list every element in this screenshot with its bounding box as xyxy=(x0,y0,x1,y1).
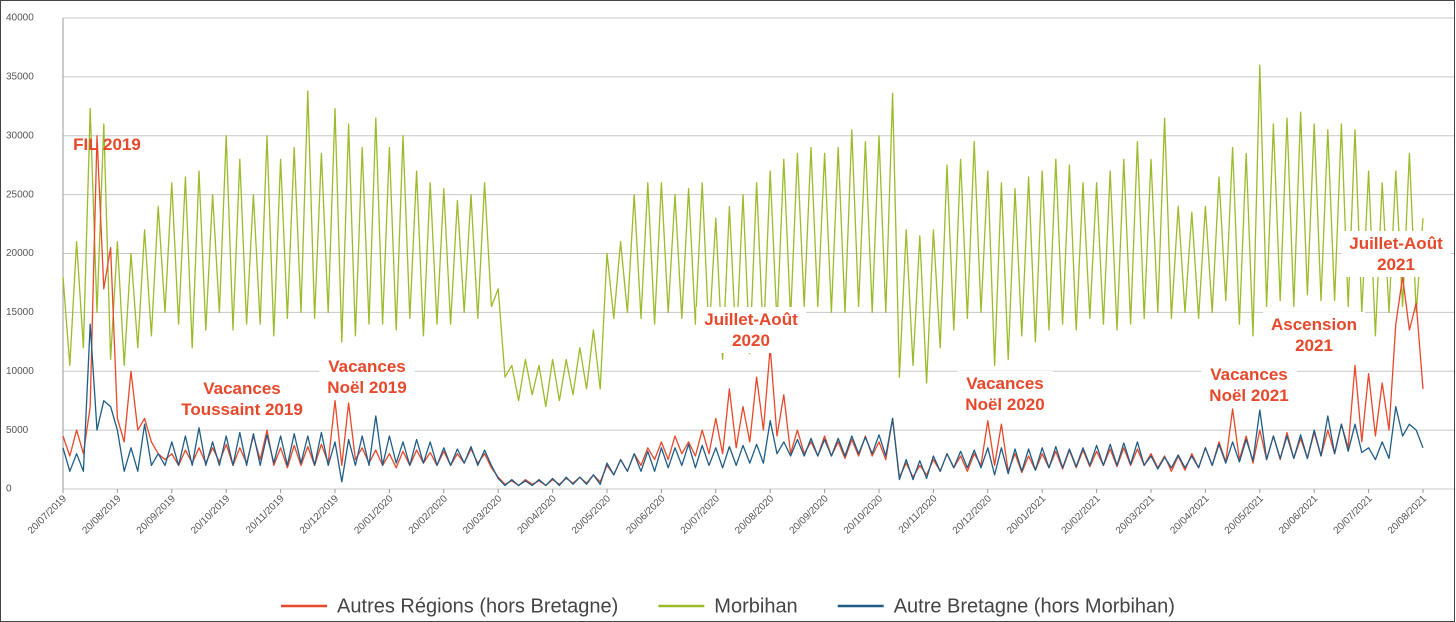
annotation-box xyxy=(173,376,311,422)
annotation-box xyxy=(1341,231,1452,277)
annotation-box xyxy=(1201,362,1297,408)
annotation-text: Ascension xyxy=(1271,315,1357,334)
x-tick-label: 20/09/2019 xyxy=(135,493,178,536)
annotation: Vacances Noël 2021 xyxy=(1201,362,1297,408)
x-tick-label: 20/08/2021 xyxy=(1386,493,1429,536)
x-tick-label: 20/07/2020 xyxy=(679,493,722,536)
annotation-text: 2020 xyxy=(732,331,770,350)
series-line xyxy=(62,64,1424,408)
annotation: Juillet-Août 2021 xyxy=(1341,231,1452,277)
x-tick-label: 20/07/2019 xyxy=(26,493,69,536)
y-tick-label: 5000 xyxy=(6,425,29,436)
y-tick-label: 10000 xyxy=(6,366,34,377)
x-tick-label: 20/11/2020 xyxy=(897,493,940,536)
x-tick-label: 20/03/2020 xyxy=(461,493,504,536)
annotation-text: Juillet-Août xyxy=(704,310,798,329)
x-tick-label: 20/02/2020 xyxy=(407,493,450,536)
y-tick-label: 35000 xyxy=(6,72,34,83)
annotation-text: Noël 2021 xyxy=(1209,386,1288,405)
legend-label: Morbihan xyxy=(714,595,797,617)
x-tick-label: 20/03/2021 xyxy=(1114,493,1157,536)
x-tick-label: 20/12/2020 xyxy=(951,493,994,536)
annotation-box xyxy=(696,307,807,353)
x-tick-label: 20/08/2019 xyxy=(80,493,123,536)
x-tick-label: 20/01/2021 xyxy=(1005,493,1048,536)
legend-label: Autre Bretagne (hors Morbihan) xyxy=(894,595,1175,617)
x-tick-label: 20/05/2021 xyxy=(1223,493,1266,536)
annotation-text: Vacances xyxy=(966,374,1044,393)
annotation: Juillet-Août 2020 xyxy=(696,307,807,353)
y-tick-label: 30000 xyxy=(6,130,34,141)
annotation-text: Vacances xyxy=(1210,365,1288,384)
x-tick-label: 20/04/2021 xyxy=(1168,493,1211,536)
legend-label: Autres Régions (hors Bretagne) xyxy=(337,595,618,617)
y-tick-label: 20000 xyxy=(6,248,34,259)
x-tick-label: 20/06/2020 xyxy=(624,493,667,536)
x-tick-label: 20/06/2021 xyxy=(1277,493,1320,536)
annotation-text: Toussaint 2019 xyxy=(181,400,303,419)
annotation-text: 2021 xyxy=(1377,255,1415,274)
x-tick-label: 20/02/2021 xyxy=(1060,493,1103,536)
annotation: Vacances Noël 2020 xyxy=(957,371,1053,417)
y-tick-label: 0 xyxy=(6,484,12,495)
series-line xyxy=(62,323,1424,487)
annotation-text: FIL 2019 xyxy=(73,135,141,154)
annotation-box xyxy=(319,354,415,400)
x-tick-label: 20/10/2020 xyxy=(842,493,885,536)
x-tick-label: 20/09/2020 xyxy=(788,493,831,536)
annotation: Vacances Toussaint 2019 xyxy=(173,376,311,422)
x-tick-label: 20/07/2021 xyxy=(1332,493,1375,536)
x-tick-label: 20/01/2020 xyxy=(352,493,395,536)
annotation: FIL 2019 xyxy=(73,135,141,154)
annotation-text: Vacances xyxy=(328,357,406,376)
x-tick-label: 20/12/2019 xyxy=(298,493,341,536)
annotation-box xyxy=(957,371,1053,417)
y-tick-label: 15000 xyxy=(6,307,34,318)
annotation: Vacances Noël 2019 xyxy=(319,354,415,400)
x-tick-label: 20/08/2020 xyxy=(733,493,776,536)
x-tick-label: 20/05/2020 xyxy=(570,493,613,536)
x-tick-label: 20/11/2019 xyxy=(244,493,287,536)
annotation-text: Noël 2019 xyxy=(327,378,406,397)
legend: Autres Régions (hors Bretagne) Morbihan Au… xyxy=(281,595,1175,617)
annotation-box xyxy=(1263,312,1365,358)
annotation-text: Juillet-Août xyxy=(1349,234,1443,253)
y-tick-label: 40000 xyxy=(6,13,34,24)
annotation: Ascension 2021 xyxy=(1263,312,1365,358)
annotation-text: Noël 2020 xyxy=(965,395,1044,414)
annotation-text: Vacances xyxy=(203,379,281,398)
y-tick-label: 25000 xyxy=(6,189,34,200)
x-tick-label: 20/04/2020 xyxy=(516,493,559,536)
annotation-text: 2021 xyxy=(1295,336,1333,355)
x-tick-label: 20/10/2019 xyxy=(189,493,232,536)
